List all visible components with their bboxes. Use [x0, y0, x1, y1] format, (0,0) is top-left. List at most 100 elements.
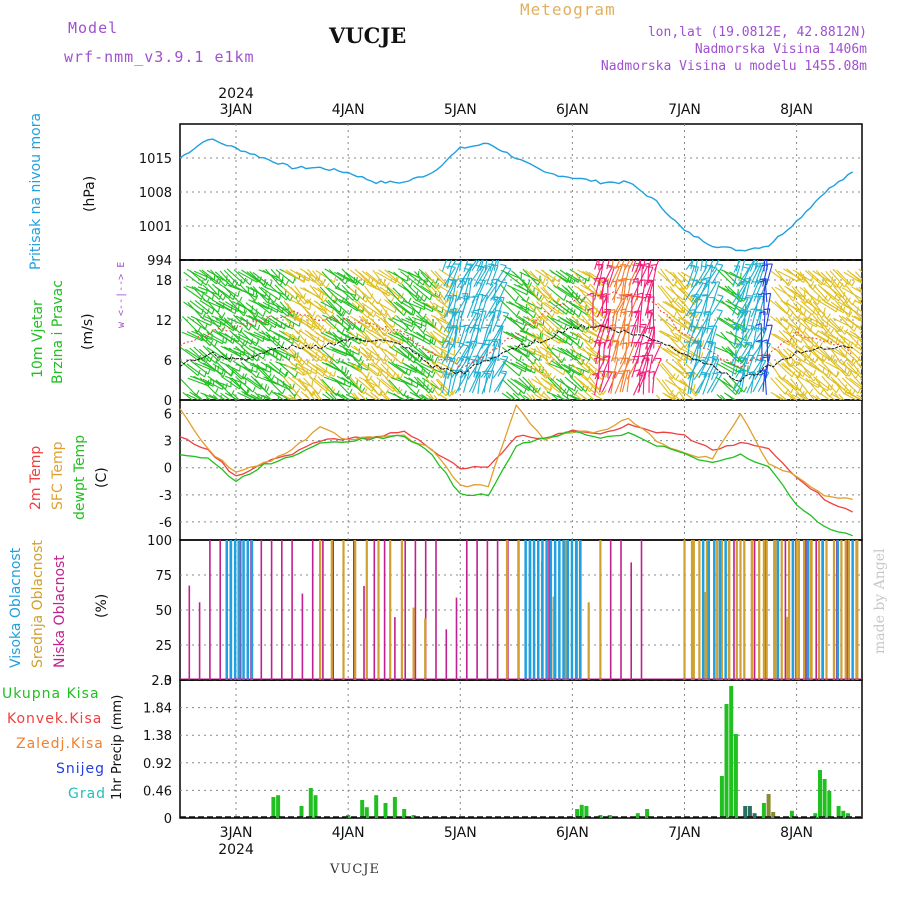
wind-barb-flag: [438, 401, 439, 407]
wind-barb-flag: [384, 309, 388, 316]
wind-barb: [275, 302, 294, 318]
cloud-high-bar: [701, 540, 705, 680]
wind-barb: [657, 302, 675, 318]
wind-barb-flag: [559, 383, 562, 390]
wind-barb-flag: [839, 401, 841, 407]
wind-barb-flag: [805, 402, 807, 408]
wind-barb: [672, 271, 687, 290]
wind-barb-flag: [327, 327, 332, 334]
wind-barb: [657, 361, 673, 380]
wind-barb-flag: [587, 292, 594, 296]
wind-barb: [270, 268, 287, 286]
wind-barb-flag: [620, 308, 627, 311]
wind-barb: [224, 392, 240, 400]
wind-barb: [372, 269, 387, 288]
wind-barb: [845, 376, 862, 391]
wind-barb: [282, 394, 294, 400]
wind-barb-flag: [445, 401, 447, 407]
wind-barb-flag: [716, 263, 723, 266]
wind-barb: [288, 347, 303, 366]
wind-barb: [361, 315, 378, 333]
wind-barb: [224, 363, 242, 380]
wind-barb: [187, 316, 206, 331]
wind-barb-flag: [476, 251, 482, 253]
wind-barb-flag: [284, 371, 288, 378]
wind-barb: [506, 360, 526, 373]
wind-barb-flag: [365, 397, 368, 400]
wind-barb: [418, 347, 435, 364]
wind-barb: [494, 265, 507, 285]
wind-barb: [628, 260, 634, 270]
wind-barb: [522, 376, 539, 394]
wind-barb-flag: [500, 263, 507, 267]
top-day-label: 4JAN: [332, 102, 365, 118]
wind-barb-flag: [417, 279, 421, 286]
wind-barb-flag: [860, 292, 862, 299]
wind-barb: [832, 268, 849, 286]
wind-barb-flag: [502, 311, 509, 314]
wind-barb: [325, 331, 347, 341]
wind-barb-flag: [875, 400, 876, 406]
wind-barb: [577, 378, 595, 394]
wind-barb: [542, 269, 557, 289]
wind-barb: [745, 342, 753, 365]
wind-barb-flag: [333, 323, 337, 330]
wind-barb: [269, 379, 290, 391]
wind-barb-flag: [312, 310, 316, 317]
wind-barb-flag: [383, 398, 385, 400]
cloud-low-bar: [404, 540, 406, 680]
wind-barb-flag: [828, 372, 832, 379]
wind-barb: [792, 364, 811, 379]
wind-barb-flag: [542, 404, 545, 409]
wind-barb: [565, 287, 581, 305]
precip-bar: [346, 815, 351, 818]
wind-barb: [849, 330, 862, 340]
cloud-high-bar: [558, 540, 561, 680]
wind-barb: [786, 347, 805, 363]
cloud-mid-bar: [758, 540, 761, 680]
wind-barb-flag: [706, 264, 713, 267]
wind-barb: [568, 364, 590, 374]
wind-barb-flag: [456, 249, 462, 250]
wind-barb: [707, 265, 714, 287]
wind-barb-flag: [307, 401, 308, 407]
wind-barb-flag: [692, 404, 695, 409]
wind-barb-flag: [225, 383, 228, 390]
wind-barb: [565, 348, 583, 365]
wind-barb-flag: [262, 310, 266, 317]
wind-barb: [697, 372, 708, 394]
wind-barb: [799, 330, 816, 348]
wind-barb-flag: [848, 311, 853, 318]
wind-barb: [812, 347, 831, 361]
wind-barb: [226, 268, 244, 284]
wind-barb-flag: [540, 313, 545, 320]
wind-barb-flag: [874, 375, 877, 380]
wind-barb: [376, 285, 392, 304]
wind-barb: [534, 393, 544, 400]
cloud-high-bar: [541, 540, 544, 680]
precip-bar: [818, 770, 822, 818]
wind-barb: [744, 278, 751, 300]
wind-barb: [749, 281, 759, 303]
wind-barb: [834, 347, 853, 363]
wind-barb: [642, 260, 646, 270]
cloud-low-bar: [496, 540, 499, 680]
wind-barb: [307, 299, 326, 315]
wind-barb-flag: [267, 319, 270, 326]
wind-barb: [250, 393, 263, 400]
wind-barb: [661, 317, 680, 333]
cloud-low-bar: [270, 540, 273, 680]
wind-barb-flag: [347, 323, 351, 330]
wind-barb-flag: [491, 278, 498, 281]
wind-barb: [395, 331, 412, 348]
wind-barb: [676, 360, 692, 379]
wind-barb: [795, 300, 813, 316]
wind-barb: [270, 347, 290, 361]
wind-barb: [333, 378, 350, 395]
wind-barb: [377, 345, 394, 364]
wind-barb-flag: [844, 401, 846, 407]
wind-barb: [441, 371, 448, 394]
wind-barb-flag: [535, 404, 538, 409]
wind-barb-flag: [743, 398, 745, 400]
wind-barb: [854, 345, 862, 351]
